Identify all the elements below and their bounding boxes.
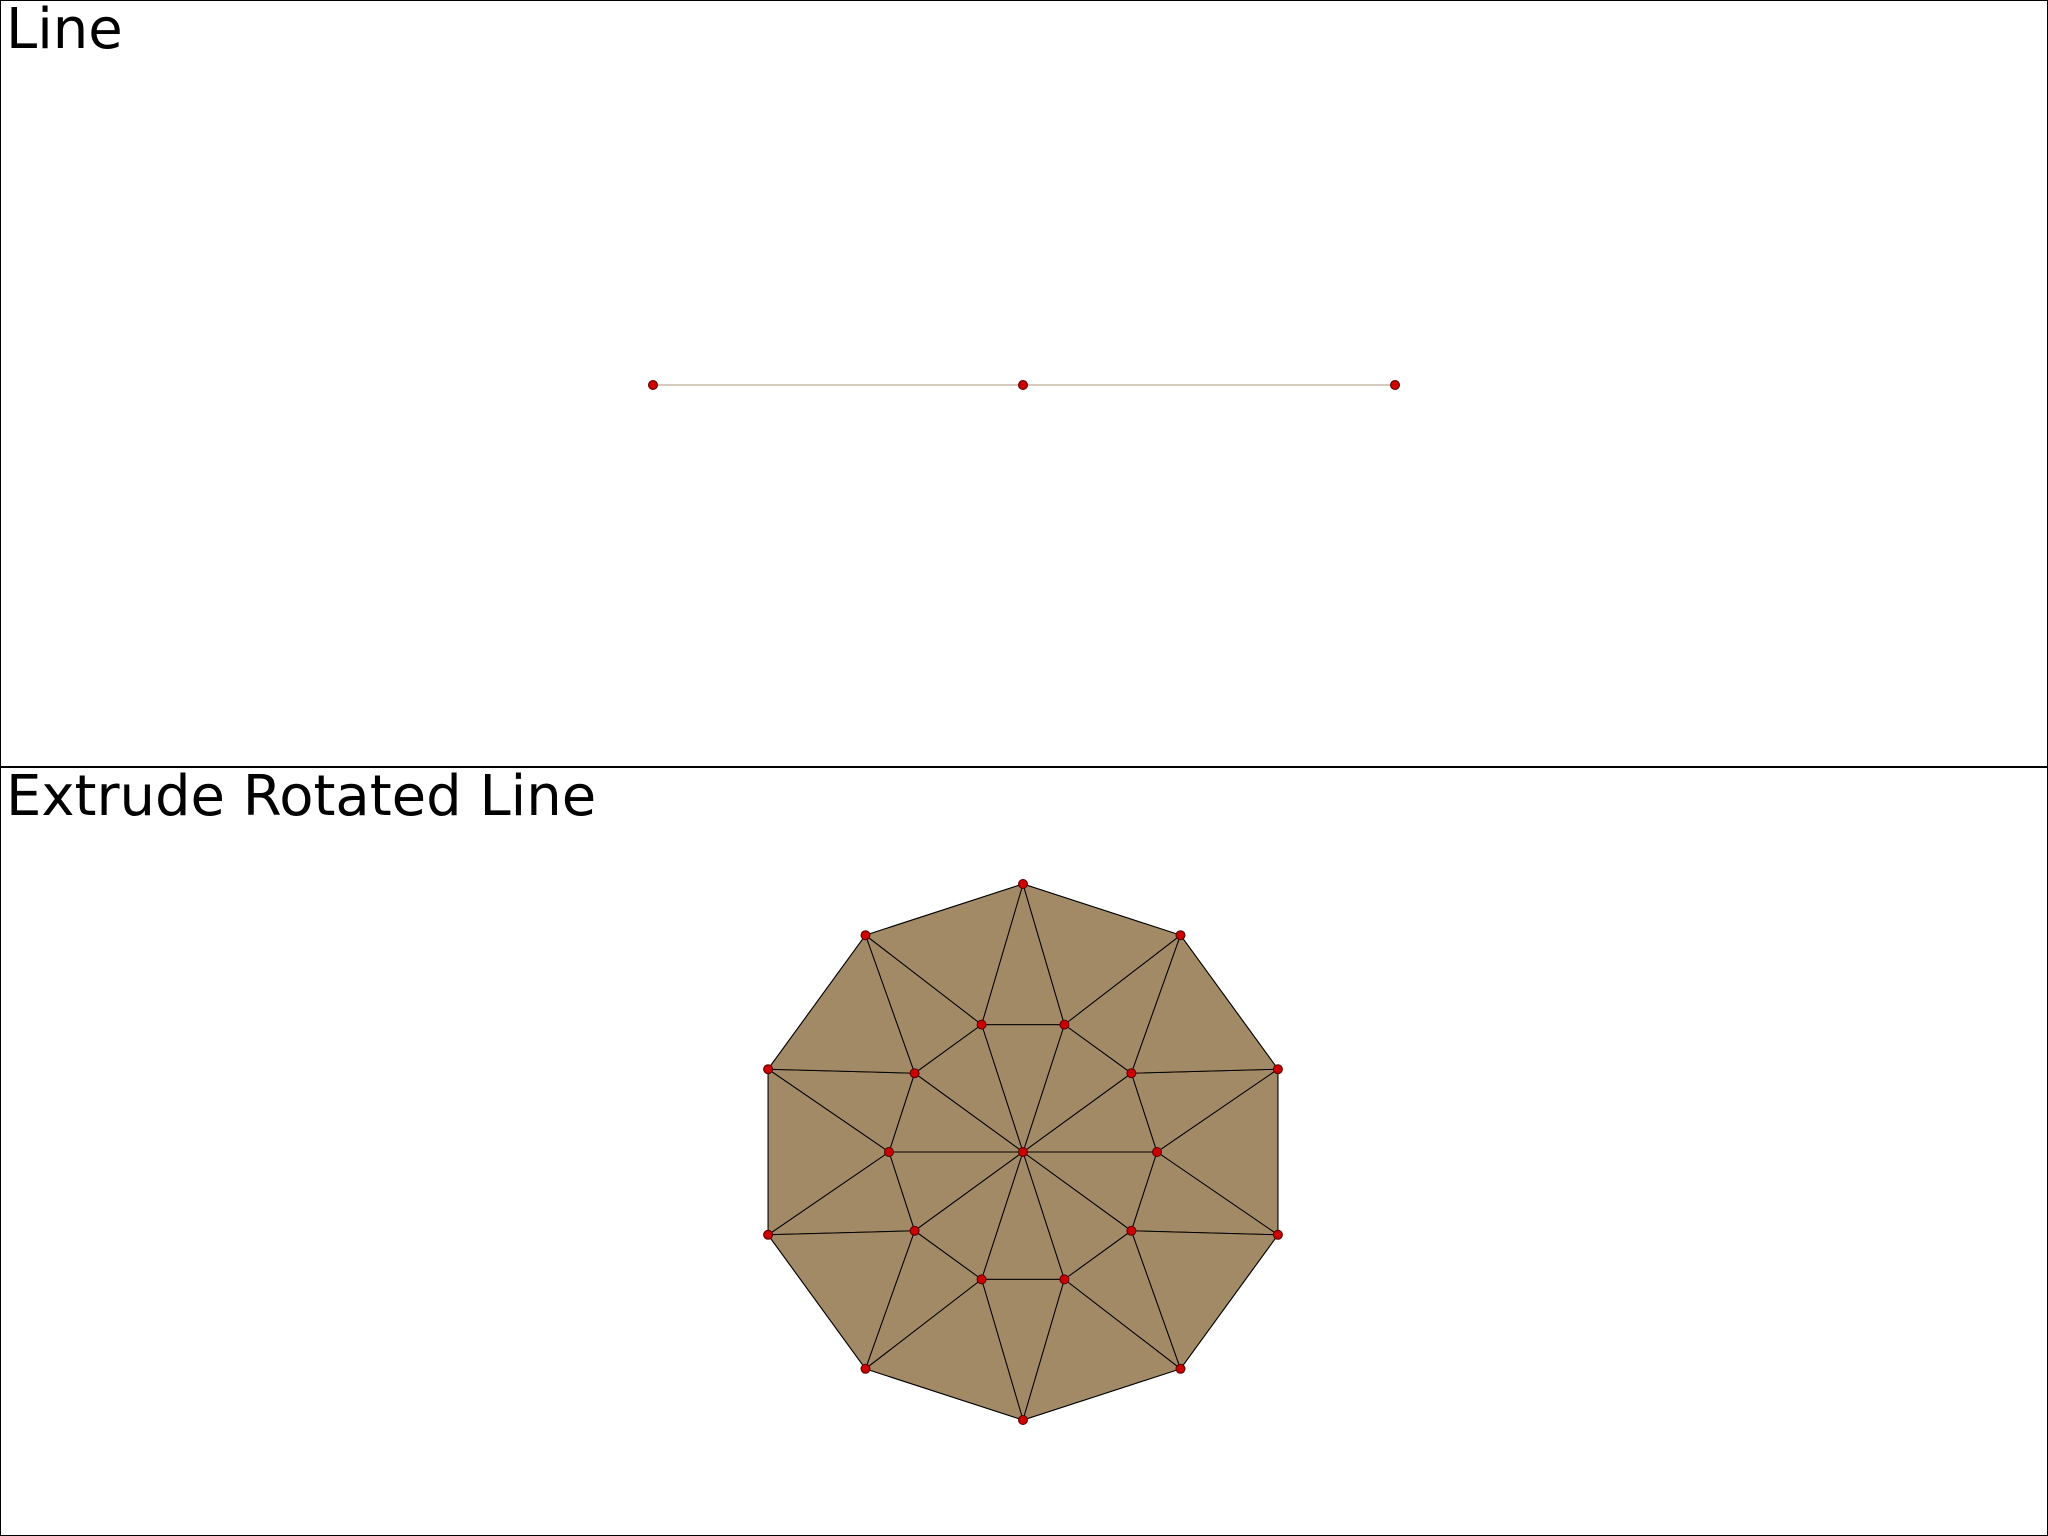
line-point bbox=[1018, 380, 1028, 390]
mesh-point bbox=[860, 930, 871, 941]
mesh-triangle bbox=[1022, 1278, 1181, 1421]
mesh-point bbox=[976, 1019, 987, 1030]
mesh-point bbox=[1126, 1068, 1137, 1079]
mesh-point bbox=[976, 1274, 987, 1285]
extruded-mesh-scene bbox=[763, 879, 1283, 1425]
mesh-triangle bbox=[767, 934, 916, 1074]
mesh-point bbox=[1175, 1363, 1186, 1374]
mesh-point bbox=[860, 1363, 871, 1374]
mesh-point bbox=[884, 1147, 894, 1157]
mesh-point bbox=[1059, 1019, 1070, 1030]
mesh-point bbox=[1126, 1225, 1137, 1236]
mesh-triangle bbox=[1130, 1230, 1279, 1370]
mesh-triangle bbox=[767, 1068, 890, 1236]
extrude-rotated-line-viewport[interactable]: Extrude Rotated Line bbox=[0, 767, 2048, 1536]
mesh-triangle bbox=[865, 1278, 1024, 1421]
mesh-triangle bbox=[767, 1230, 916, 1370]
mesh-point bbox=[763, 1064, 774, 1075]
line-point bbox=[648, 380, 658, 390]
extrude-rotated-line-viewport-title: Extrude Rotated Line bbox=[6, 767, 597, 829]
mesh-point bbox=[763, 1229, 774, 1240]
mesh-point bbox=[909, 1068, 920, 1079]
mesh-point bbox=[1018, 879, 1028, 889]
line-point bbox=[1390, 380, 1400, 390]
mesh-point bbox=[1272, 1229, 1283, 1240]
mesh-point bbox=[1175, 930, 1186, 941]
mesh-triangle bbox=[1022, 883, 1181, 1026]
mesh-triangle bbox=[1130, 934, 1279, 1074]
mesh-point bbox=[1152, 1147, 1162, 1157]
line-viewport[interactable]: Line bbox=[0, 0, 2048, 767]
mesh-point bbox=[1272, 1064, 1283, 1075]
mesh-triangle bbox=[865, 883, 1024, 1026]
line-scene bbox=[648, 380, 1400, 390]
mesh-point bbox=[1018, 1147, 1028, 1157]
mesh-point bbox=[909, 1225, 920, 1236]
mesh-point bbox=[1018, 1415, 1028, 1425]
line-viewport-title: Line bbox=[6, 0, 123, 62]
mesh-point bbox=[1059, 1274, 1070, 1285]
